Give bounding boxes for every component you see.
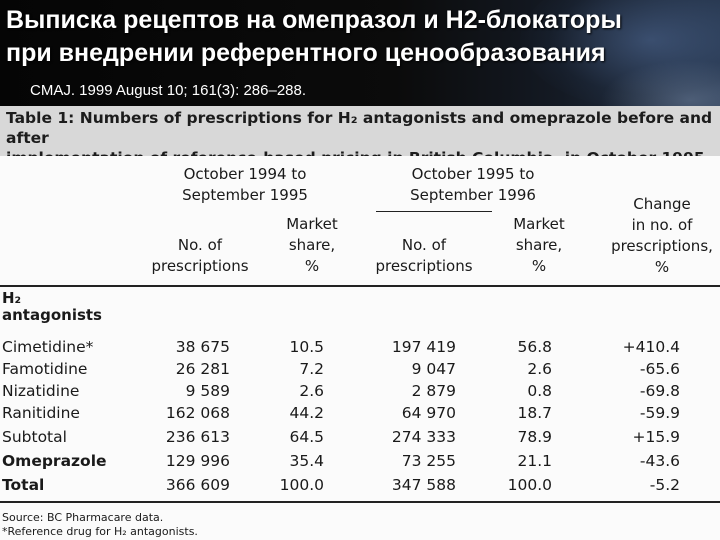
table-title-band: Table 1: Numbers of prescriptions for H₂… (0, 106, 720, 167)
group-label-h2-antagonists: H₂ antagonists (2, 289, 102, 324)
row-drug-ranitidine: Ranitidine (2, 404, 80, 422)
slide-title-line-1: Выписка рецептов на омепразол и Н2-блока… (6, 6, 622, 34)
row-drug-total: Total (2, 476, 45, 494)
cell-s1: 35.4 (289, 452, 324, 470)
footer-rule (0, 501, 720, 503)
period-1-header: October 1994 to September 1995 (182, 165, 308, 204)
cell-n2: 64 970 (401, 404, 456, 422)
col-header-share-1: Market share, % (286, 215, 338, 275)
cell-s1: 64.5 (289, 428, 324, 446)
cell-n2: 274 333 (391, 428, 456, 446)
cell-change: -69.8 (639, 382, 680, 400)
cell-s1: 2.6 (299, 382, 324, 400)
row-drug-subtotal: Subtotal (2, 428, 67, 446)
cell-change: -65.6 (639, 360, 680, 378)
period-2-header: October 1995 to September 1996 (410, 165, 536, 204)
cell-s2: 56.8 (517, 338, 552, 356)
row-drug-cimetidine: Cimetidine* (2, 338, 94, 356)
cell-change: +410.4 (622, 338, 680, 356)
cell-s2: 100.0 (507, 476, 552, 494)
cell-s1: 7.2 (299, 360, 324, 378)
citation: CMAJ. 1999 August 10; 161(3): 286–288. (30, 82, 307, 99)
col-header-no-1: No. of prescriptions (151, 236, 249, 275)
col-header-no-2: No. of prescriptions (375, 236, 473, 275)
cell-n2: 347 588 (391, 476, 456, 494)
cell-n1: 26 281 (175, 360, 230, 378)
cell-s2: 2.6 (527, 360, 552, 378)
cell-n1: 129 996 (165, 452, 230, 470)
cell-n2: 9 047 (411, 360, 456, 378)
cell-n1: 38 675 (175, 338, 230, 356)
footnote-source: Source: BC Pharmacare data. (2, 511, 164, 524)
cell-s2: 18.7 (517, 404, 552, 422)
cell-s1: 100.0 (279, 476, 324, 494)
row-drug-omeprazole: Omeprazole (2, 452, 107, 470)
col-header-share-2: Market share, % (513, 215, 565, 275)
slide-title: Выписка рецептов на омепразол и Н2-блока… (6, 4, 718, 70)
cell-n1: 236 613 (165, 428, 230, 446)
table-title-line-1: Table 1: Numbers of prescriptions for H₂… (6, 109, 713, 147)
cell-n1: 366 609 (165, 476, 230, 494)
cell-n2: 73 255 (401, 452, 456, 470)
row-drug-famotidine: Famotidine (2, 360, 88, 378)
col-header-change: Change in no. of prescriptions, % (611, 195, 713, 276)
cell-s1: 10.5 (289, 338, 324, 356)
row-drug-nizatidine: Nizatidine (2, 382, 80, 400)
cell-s2: 0.8 (527, 382, 552, 400)
cell-s2: 78.9 (517, 428, 552, 446)
footnote-reference: *Reference drug for H₂ antagonists. (2, 525, 198, 538)
slide-title-line-2: при внедрении референтного ценообразован… (6, 39, 606, 67)
period-2-underline (376, 211, 492, 212)
header-rule (0, 285, 720, 287)
cell-change: -43.6 (639, 452, 680, 470)
cell-n2: 197 419 (391, 338, 456, 356)
cell-change: -59.9 (639, 404, 680, 422)
cell-s1: 44.2 (289, 404, 324, 422)
prescriptions-table: October 1994 to September 1995 October 1… (0, 156, 720, 540)
cell-n1: 9 589 (185, 382, 230, 400)
cell-n1: 162 068 (165, 404, 230, 422)
cell-n2: 2 879 (411, 382, 456, 400)
slide-header: Выписка рецептов на омепразол и Н2-блока… (0, 0, 720, 106)
cell-change: +15.9 (632, 428, 681, 446)
cell-s2: 21.1 (517, 452, 552, 470)
cell-change: -5.2 (649, 476, 680, 494)
